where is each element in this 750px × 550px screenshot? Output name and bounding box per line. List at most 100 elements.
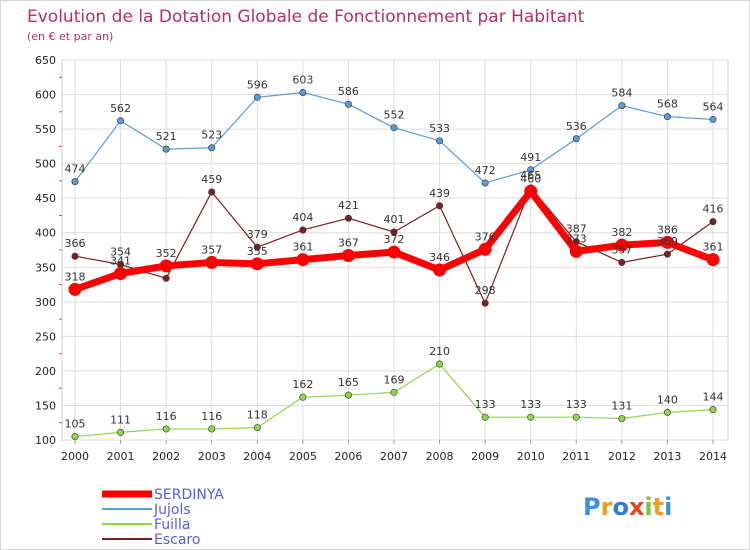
data-label-escaro: 439 [429,187,450,200]
data-label-fuilla: 144 [703,391,724,404]
x-tick-label: 2003 [198,450,226,463]
data-point-fuilla [299,393,307,401]
data-point-escaro [663,250,671,258]
data-label-escaro: 421 [338,199,359,212]
data-label-escaro: 416 [703,203,724,216]
data-label-serdinya: 346 [429,251,450,264]
data-label-jujols: 521 [156,130,177,143]
y-tick-label: 650 [35,54,56,67]
data-label-escaro: 298 [475,284,496,297]
data-label-serdinya: 460 [520,172,541,185]
data-label-escaro: 357 [611,243,632,256]
y-tick-label: 500 [35,158,56,171]
data-label-jujols: 596 [247,78,268,91]
data-point-fuilla [436,360,444,368]
data-point-fuilla [709,406,717,414]
data-point-serdinya [706,253,720,267]
chart-subtitle: (en € et par an) [27,30,113,43]
data-label-serdinya: 341 [110,254,131,267]
data-label-fuilla: 133 [566,398,587,411]
data-label-serdinya: 352 [156,247,177,260]
data-point-escaro [253,243,261,251]
data-label-jujols: 568 [657,98,678,111]
x-tick-label: 2013 [653,450,681,463]
data-label-fuilla: 162 [292,378,313,391]
x-tick-label: 2012 [608,450,636,463]
data-label-jujols: 491 [520,151,541,164]
data-point-escaro [299,226,307,234]
data-label-fuilla: 210 [429,345,450,358]
data-label-serdinya: 318 [65,270,86,283]
data-point-jujols [299,88,307,96]
data-point-serdinya [387,245,401,259]
data-point-escaro [208,188,216,196]
y-tick-label: 200 [35,365,56,378]
data-point-fuilla [344,391,352,399]
data-label-jujols: 584 [611,87,632,100]
x-tick-label: 2001 [107,450,135,463]
data-label-serdinya: 361 [292,241,313,254]
data-point-jujols [253,93,261,101]
data-point-fuilla [390,388,398,396]
y-tick-label: 400 [35,227,56,240]
data-point-jujols [71,178,79,186]
data-label-jujols: 523 [201,129,222,142]
x-tick-label: 2005 [289,450,317,463]
data-point-serdinya [478,242,492,256]
data-label-serdinya: 355 [247,245,268,258]
data-point-serdinya [296,253,310,267]
x-tick-label: 2006 [334,450,362,463]
data-label-jujols: 564 [703,100,724,113]
x-tick-label: 2010 [517,450,545,463]
data-point-escaro [162,274,170,282]
legend-label-escaro: Escaro [154,532,200,548]
data-label-escaro: 387 [566,223,587,236]
axes: 100 150 200 250 300 350 400 450 500 550 600 650 2000… [35,54,727,463]
data-point-serdinya [524,184,538,198]
data-label-escaro: 354 [110,246,131,259]
data-label-escaro: 379 [247,228,268,241]
y-tick-label: 350 [35,261,56,274]
data-point-jujols [709,115,717,123]
data-label-fuilla: 133 [520,398,541,411]
legend-label-serdinya: SERDINYA [154,487,224,503]
x-tick-label: 2004 [243,450,271,463]
data-label-serdinya: 361 [703,241,724,254]
x-tick-label: 2007 [380,450,408,463]
data-label-jujols: 586 [338,85,359,98]
data-point-fuilla [117,428,125,436]
data-label-fuilla: 116 [201,410,222,423]
data-point-escaro [71,252,79,260]
x-tick-label: 2008 [426,450,454,463]
data-point-fuilla [572,413,580,421]
data-label-serdinya: 376 [475,230,496,243]
data-point-fuilla [253,424,261,432]
y-tick-label: 450 [35,192,56,205]
data-label-fuilla: 105 [65,418,86,431]
y-tick-label: 100 [35,434,56,447]
chart-title: Evolution de la Dotation Globale de Fonc… [27,7,585,27]
proxiti-logo: Proxiti [583,493,672,521]
data-point-fuilla [527,413,535,421]
data-point-jujols [663,113,671,121]
series-lines [68,88,720,441]
data-label-escaro: 404 [292,211,313,224]
data-label-escaro: 366 [65,237,86,250]
data-point-escaro [618,258,626,266]
data-point-fuilla [71,433,79,441]
data-point-serdinya [615,238,629,252]
data-point-escaro [390,228,398,236]
x-tick-label: 2002 [152,450,180,463]
data-label-serdinya: 382 [611,226,632,239]
data-label-jujols: 536 [566,120,587,133]
data-point-escaro [481,299,489,307]
data-label-serdinya: 367 [338,237,359,250]
data-label-jujols: 562 [110,102,131,115]
data-label-serdinya: 357 [201,243,222,256]
data-label-fuilla: 118 [247,409,268,422]
data-label-jujols: 533 [429,122,450,135]
data-point-jujols [162,145,170,153]
data-label-fuilla: 140 [657,393,678,406]
